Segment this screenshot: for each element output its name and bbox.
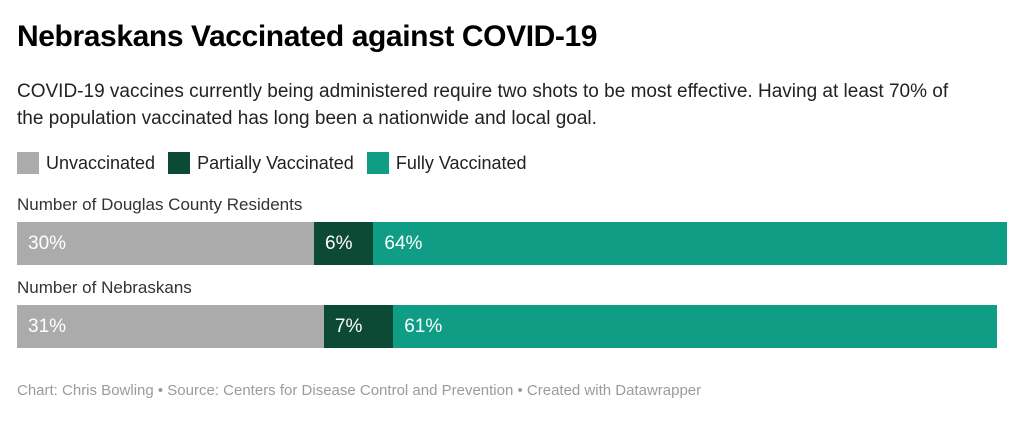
bar-segment-douglas-unvaccinated: 30% [17,222,314,265]
bar-segment-nebraska-unvaccinated: 31% [17,305,324,348]
bar-value-label: 64% [384,232,423,254]
bar-nebraskans: 31% 7% 61% [17,305,1007,348]
bar-segment-nebraska-partially-vaccinated: 7% [323,305,394,348]
bar-segment-douglas-partially-vaccinated: 6% [314,222,374,265]
legend-swatch-unvaccinated [17,152,39,174]
legend-item-partially-vaccinated: Partially Vaccinated [168,152,354,174]
chart-footer-attribution: Chart: Chris Bowling • Source: Centers f… [17,382,702,399]
bar-segment-douglas-fully-vaccinated: 64% [373,222,1007,265]
bar-segment-nebraska-fully-vaccinated: 61% [393,305,998,348]
bar-category-label-nebraskans: Number of Nebraskans [17,278,192,297]
legend: Unvaccinated Partially Vaccinated Fully … [17,152,1007,174]
bar-value-label: 30% [28,232,67,254]
legend-item-fully-vaccinated: Fully Vaccinated [366,152,527,174]
legend-label-partially-vaccinated: Partially Vaccinated [197,152,354,173]
legend-item-unvaccinated: Unvaccinated [17,152,155,174]
legend-label-fully-vaccinated: Fully Vaccinated [395,152,527,173]
bar-category-label-douglas-county: Number of Douglas County Residents [17,195,303,214]
bar-value-label: 6% [325,232,353,254]
chart-description: COVID-19 vaccines currently being admini… [17,81,949,129]
bar-value-label: 7% [334,315,363,337]
legend-label-unvaccinated: Unvaccinated [46,152,156,173]
bar-value-label: 31% [28,315,67,337]
legend-swatch-fully-vaccinated [366,152,389,174]
legend-swatch-partially-vaccinated [168,152,191,174]
bar-douglas-county: 30% 6% 64% [17,222,1007,265]
chart-title: Nebraskans Vaccinated against COVID-19 [17,20,598,53]
bar-value-label: 61% [404,315,443,337]
